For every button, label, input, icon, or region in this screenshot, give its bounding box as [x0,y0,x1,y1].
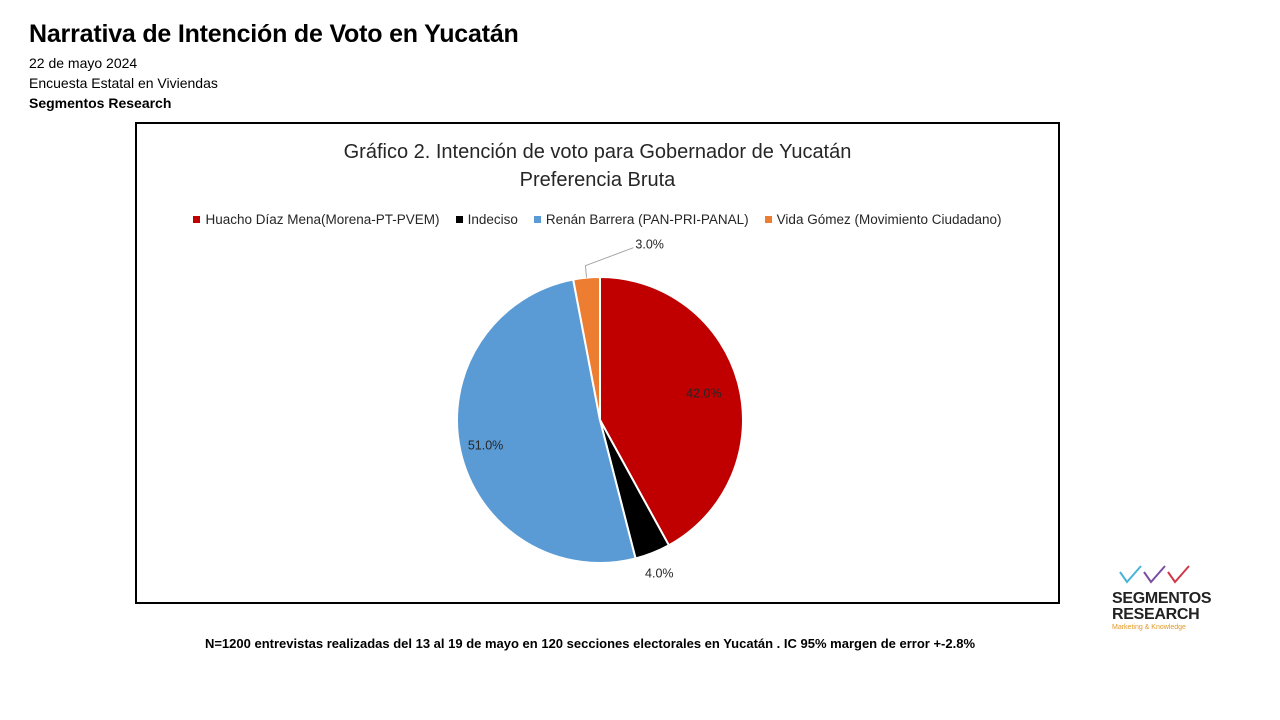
pie-chart: 42.0% 51.0% 4.0% 3.0% [456,238,744,581]
report-date: 22 de mayo 2024 [29,55,138,71]
legend-item-vida: Vida Gómez (Movimiento Ciudadano) [764,212,1002,227]
logo-wordmark-line1: SEGMENTOS [1112,590,1212,607]
data-label-vida: 3.0% [635,238,664,252]
segmentos-logo: SEGMENTOS RESEARCH Marketing & Knowledge [1110,560,1220,635]
legend-swatch-indeciso [455,216,463,223]
legend-swatch-vida [764,216,772,223]
chart-subtitle: Preferencia Bruta [519,169,676,191]
survey-type: Encuesta Estatal en Viviendas [29,75,218,91]
legend-item-huacho: Huacho Díaz Mena(Morena-PT-PVEM) [193,212,440,227]
legend-swatch-huacho [193,216,201,223]
legend-label-renan: Renán Barrera (PAN-PRI-PANAL) [545,212,749,227]
pie-slice-huacho [599,275,744,547]
logo-wordmark-line2: RESEARCH [1112,606,1200,623]
legend-label-vida: Vida Gómez (Movimiento Ciudadano) [776,212,1002,227]
organization-name: Segmentos Research [29,95,172,111]
methodology-note: N=1200 entrevistas realizadas del 13 al … [204,636,976,651]
legend-swatch-renan [533,216,541,223]
data-label-indeciso: 4.0% [645,567,674,581]
logo-tagline: Marketing & Knowledge [1112,624,1186,631]
logo-checkmarks-icon [1119,565,1190,584]
legend-label-indeciso: Indeciso [467,212,518,227]
chart-frame: Gráfico 2. Intención de voto para Gobern… [135,122,1060,604]
legend-label-huacho: Huacho Díaz Mena(Morena-PT-PVEM) [205,212,440,227]
chart-legend: Huacho Díaz Mena(Morena-PT-PVEM) Indecis… [137,212,1058,227]
leader-line-vida [584,247,634,278]
page-title: Narrativa de Intención de Voto en Yucatá… [29,20,519,48]
data-label-huacho: 42.0% [686,386,721,400]
pie-slice-renan [456,278,637,564]
legend-item-indeciso: Indeciso [455,212,518,227]
data-label-renan: 51.0% [468,439,503,453]
chart-title: Gráfico 2. Intención de voto para Gobern… [343,141,852,163]
legend-item-renan: Renán Barrera (PAN-PRI-PANAL) [533,212,749,227]
